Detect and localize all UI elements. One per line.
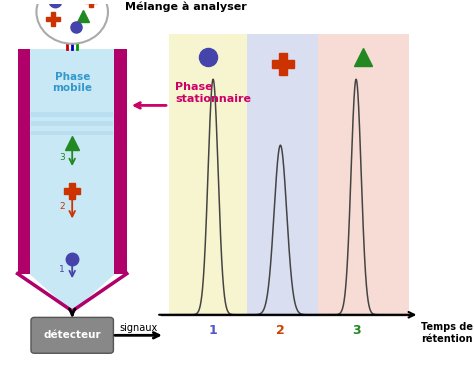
Text: 3: 3: [59, 152, 64, 161]
FancyBboxPatch shape: [31, 317, 113, 353]
Bar: [31, 112, 113, 117]
Text: 3: 3: [352, 324, 360, 337]
Text: Temps de
rétention: Temps de rétention: [421, 322, 474, 344]
Text: 2: 2: [276, 324, 285, 337]
Text: Phase
stationnaire: Phase stationnaire: [175, 82, 251, 103]
Bar: [30, 49, 114, 274]
Text: 1: 1: [59, 265, 64, 274]
Bar: [169, 34, 247, 315]
Text: Phase
mobile: Phase mobile: [52, 72, 92, 93]
Polygon shape: [30, 274, 114, 311]
Bar: [318, 34, 409, 315]
Text: détecteur: détecteur: [44, 330, 101, 340]
Bar: [114, 49, 127, 274]
Bar: [31, 131, 113, 135]
Text: Mélange à analyser: Mélange à analyser: [125, 1, 246, 12]
Text: 1: 1: [209, 324, 218, 337]
Text: 2: 2: [59, 202, 64, 211]
Bar: [247, 34, 318, 315]
Bar: [31, 122, 113, 126]
Text: signaux: signaux: [119, 323, 157, 334]
Circle shape: [36, 0, 108, 44]
Bar: [18, 49, 30, 274]
